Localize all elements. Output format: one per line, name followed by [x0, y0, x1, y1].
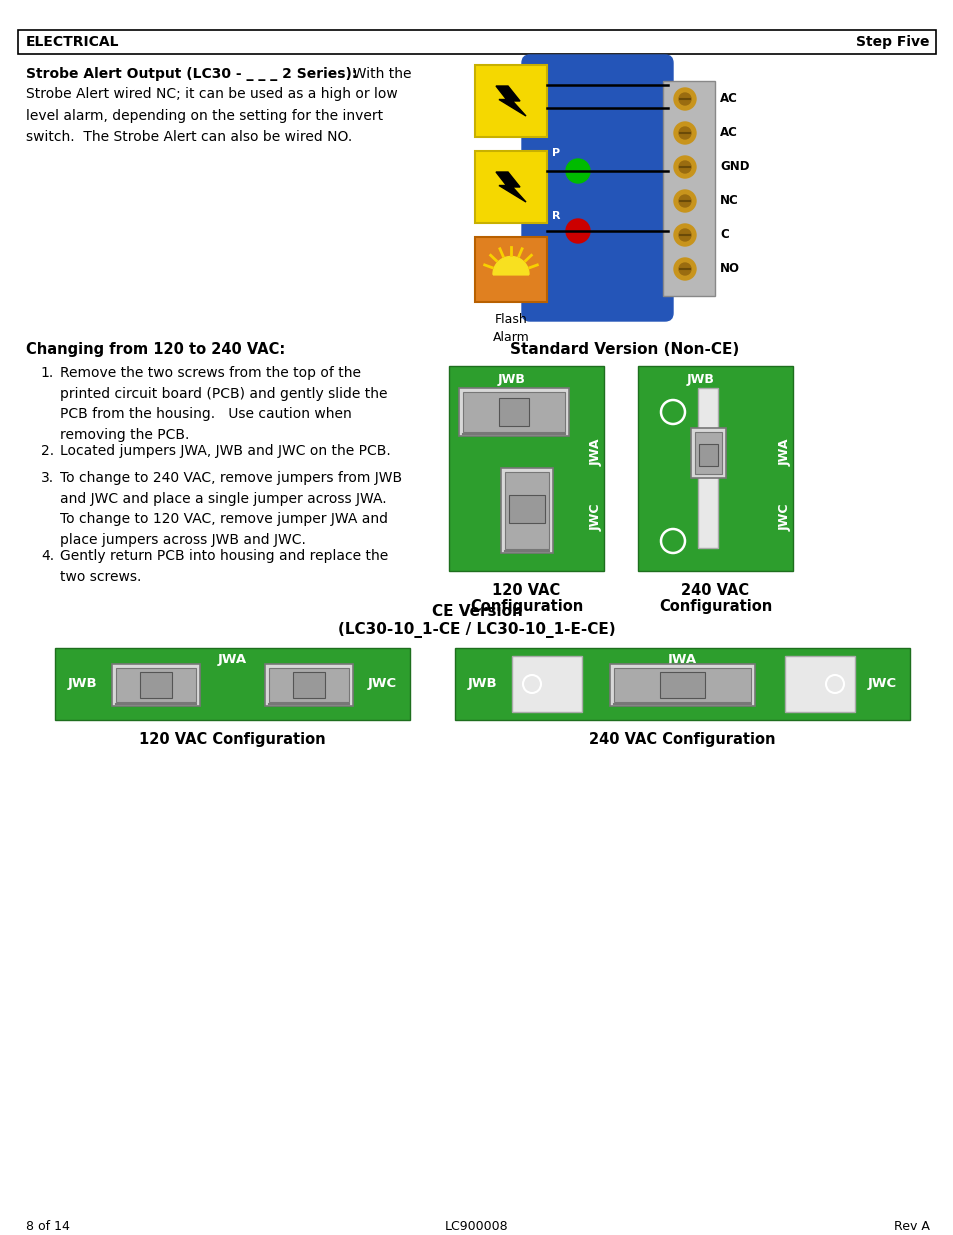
Text: 240 VAC: 240 VAC [680, 583, 749, 598]
Text: R: R [552, 211, 560, 221]
Text: JWA: JWA [217, 653, 247, 667]
Text: Flash
Alarm: Flash Alarm [492, 312, 529, 345]
Bar [112, 664, 200, 706]
Circle shape [679, 127, 690, 140]
Bar [690, 429, 725, 478]
Bar [659, 672, 704, 698]
Text: With the: With the [344, 67, 411, 82]
Text: JWB: JWB [468, 678, 497, 690]
Text: CE Version: CE Version [431, 604, 522, 619]
Text: 8 of 14: 8 of 14 [26, 1220, 70, 1233]
Bar [475, 237, 546, 303]
Text: Standard Version (Non-CE): Standard Version (Non-CE) [510, 342, 739, 357]
Text: Changing from 120 to 240 VAC:: Changing from 120 to 240 VAC: [26, 342, 285, 357]
Circle shape [565, 219, 589, 243]
Bar [784, 656, 854, 713]
Text: 120 VAC Configuration: 120 VAC Configuration [139, 732, 326, 747]
Circle shape [673, 190, 696, 212]
Circle shape [673, 224, 696, 246]
FancyBboxPatch shape [521, 56, 672, 321]
Text: JWA: JWA [589, 438, 602, 466]
Text: GND: GND [720, 161, 749, 173]
Text: JWC: JWC [367, 678, 396, 690]
Polygon shape [496, 86, 525, 116]
Text: JWA: JWA [778, 438, 791, 466]
Circle shape [673, 88, 696, 110]
Bar [662, 82, 714, 296]
Polygon shape [496, 172, 525, 203]
Bar [475, 151, 546, 224]
Text: 4.: 4. [41, 550, 54, 563]
Text: 3.: 3. [41, 471, 54, 485]
Text: 120 VAC: 120 VAC [492, 583, 560, 598]
Text: (LC30-10_1-CE / LC30-10_1-E-CE): (LC30-10_1-CE / LC30-10_1-E-CE) [337, 622, 616, 638]
Text: To change to 240 VAC, remove jumpers from JWB
and JWC and place a single jumper : To change to 240 VAC, remove jumpers fro… [60, 471, 402, 547]
Circle shape [673, 258, 696, 280]
Text: AC: AC [720, 93, 737, 105]
Bar [504, 472, 548, 550]
Bar [18, 30, 935, 54]
Bar [116, 668, 195, 701]
Text: Configuration: Configuration [470, 599, 582, 614]
Circle shape [679, 263, 690, 275]
Text: Step Five: Step Five [856, 35, 929, 49]
Bar [293, 672, 325, 698]
Bar [55, 648, 410, 720]
Circle shape [565, 159, 589, 183]
Text: 2.: 2. [41, 445, 54, 458]
Text: Strobe Alert wired NC; it can be used as a high or low
level alarm, depending on: Strobe Alert wired NC; it can be used as… [26, 86, 397, 144]
Bar [140, 672, 172, 698]
Bar [500, 468, 553, 553]
Bar [462, 391, 564, 432]
Bar [265, 664, 353, 706]
Bar [449, 366, 603, 571]
Bar [614, 668, 750, 701]
Text: 1.: 1. [41, 366, 54, 380]
Text: JWB: JWB [686, 373, 714, 387]
Bar [698, 388, 718, 548]
Bar [699, 445, 718, 466]
Bar [512, 656, 581, 713]
Bar [509, 495, 544, 522]
Text: ELECTRICAL: ELECTRICAL [26, 35, 119, 49]
Text: Strobe Alert Output (LC30 - _ _ _ 2 Series):: Strobe Alert Output (LC30 - _ _ _ 2 Seri… [26, 67, 357, 82]
Circle shape [673, 156, 696, 178]
Bar [695, 432, 721, 474]
Text: Rev A: Rev A [893, 1220, 929, 1233]
Text: Located jumpers JWA, JWB and JWC on the PCB.: Located jumpers JWA, JWB and JWC on the … [60, 445, 391, 458]
Text: JWA: JWA [667, 653, 697, 667]
Text: JWC: JWC [778, 504, 791, 531]
Circle shape [679, 161, 690, 173]
Text: JWB: JWB [68, 678, 98, 690]
Circle shape [673, 122, 696, 144]
Bar [498, 398, 529, 426]
Bar [455, 648, 909, 720]
Bar [458, 388, 568, 436]
Text: C: C [720, 228, 728, 242]
Text: 240 VAC Configuration: 240 VAC Configuration [589, 732, 775, 747]
Polygon shape [493, 257, 529, 274]
Text: JWB: JWB [497, 373, 525, 387]
Circle shape [679, 228, 690, 241]
Bar [475, 65, 546, 137]
Bar [609, 664, 754, 706]
Text: JWC: JWC [866, 678, 896, 690]
Text: NO: NO [720, 263, 740, 275]
Text: AC: AC [720, 126, 737, 140]
Circle shape [679, 195, 690, 207]
Circle shape [679, 93, 690, 105]
Text: P: P [552, 148, 559, 158]
Text: Gently return PCB into housing and replace the
two screws.: Gently return PCB into housing and repla… [60, 550, 388, 584]
Bar [638, 366, 792, 571]
Text: Remove the two screws from the top of the
printed circuit board (PCB) and gently: Remove the two screws from the top of th… [60, 366, 387, 442]
Bar [269, 668, 349, 701]
Text: NC: NC [720, 194, 738, 207]
Text: JWC: JWC [589, 504, 602, 531]
Text: LC900008: LC900008 [445, 1220, 508, 1233]
Text: Configuration: Configuration [659, 599, 771, 614]
